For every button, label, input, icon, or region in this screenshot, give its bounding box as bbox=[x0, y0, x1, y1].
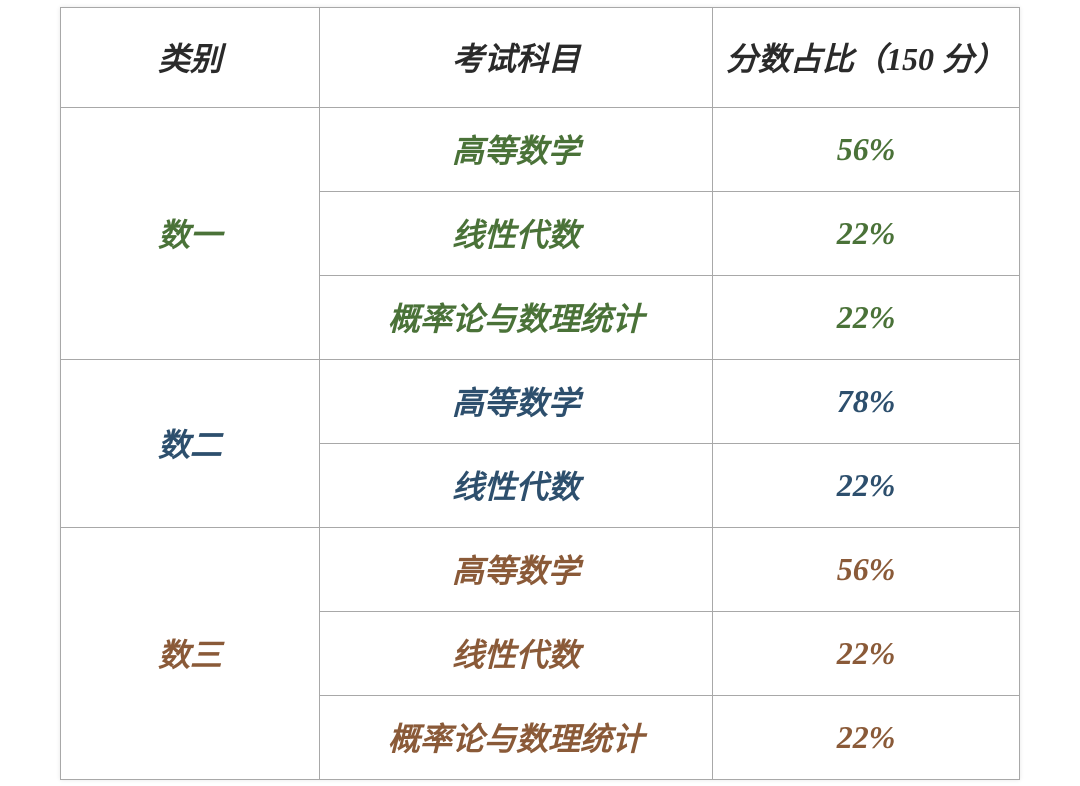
score-table: 类别 考试科目 分数占比（150 分） 数一 高等数学 56% 线性代数 22%… bbox=[60, 7, 1020, 780]
table-row: 数一 高等数学 56% bbox=[61, 107, 1020, 191]
subject-cell: 高等数学 bbox=[319, 107, 712, 191]
subject-cell: 概率论与数理统计 bbox=[319, 695, 712, 779]
subject-cell: 线性代数 bbox=[319, 443, 712, 527]
percent-cell: 22% bbox=[713, 443, 1020, 527]
percent-cell: 78% bbox=[713, 359, 1020, 443]
percent-cell: 56% bbox=[713, 107, 1020, 191]
percent-cell: 22% bbox=[713, 611, 1020, 695]
table-row: 数三 高等数学 56% bbox=[61, 527, 1020, 611]
col-header-category: 类别 bbox=[61, 7, 320, 107]
col-header-percent: 分数占比（150 分） bbox=[713, 7, 1020, 107]
subject-cell: 线性代数 bbox=[319, 611, 712, 695]
percent-cell: 22% bbox=[713, 275, 1020, 359]
percent-cell: 22% bbox=[713, 191, 1020, 275]
subject-cell: 线性代数 bbox=[319, 191, 712, 275]
subject-cell: 概率论与数理统计 bbox=[319, 275, 712, 359]
category-cell: 数一 bbox=[61, 107, 320, 359]
subject-cell: 高等数学 bbox=[319, 527, 712, 611]
category-cell: 数二 bbox=[61, 359, 320, 527]
percent-cell: 22% bbox=[713, 695, 1020, 779]
table-header-row: 类别 考试科目 分数占比（150 分） bbox=[61, 7, 1020, 107]
table-row: 数二 高等数学 78% bbox=[61, 359, 1020, 443]
subject-cell: 高等数学 bbox=[319, 359, 712, 443]
score-table-container: 类别 考试科目 分数占比（150 分） 数一 高等数学 56% 线性代数 22%… bbox=[60, 7, 1020, 780]
percent-cell: 56% bbox=[713, 527, 1020, 611]
category-cell: 数三 bbox=[61, 527, 320, 779]
col-header-subject: 考试科目 bbox=[319, 7, 712, 107]
